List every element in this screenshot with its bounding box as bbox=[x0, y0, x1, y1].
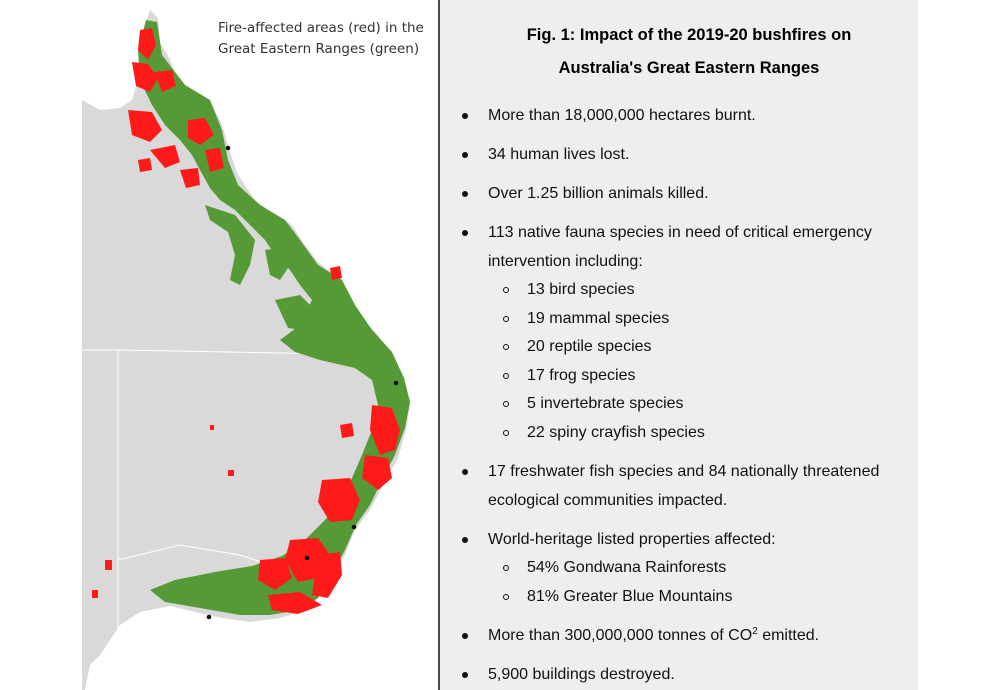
sub-bullet-ring bbox=[503, 429, 509, 436]
text-panel bbox=[440, 0, 918, 690]
sub-bullet-crayfish: 22 spiny crayfish species bbox=[460, 419, 910, 448]
bullet-buildings: 5,900 buildings destroyed. bbox=[460, 660, 910, 689]
sub-bullet-frog: 17 frog species bbox=[460, 362, 910, 391]
bullet-fish: 17 freshwater fish species and 84 nation… bbox=[460, 457, 910, 515]
sub-bullet-mammal: 19 mammal species bbox=[460, 305, 910, 334]
bullet-dot bbox=[462, 633, 468, 639]
bullet-text-line2: ecological communities impacted. bbox=[488, 492, 728, 509]
bullet-text: More than 18,000,000 hectares burnt. bbox=[488, 107, 756, 124]
bullet-hectares: More than 18,000,000 hectares burnt. bbox=[460, 101, 910, 130]
sub-bullet-text: 13 bird species bbox=[527, 281, 635, 298]
sub-bullet-text: 17 frog species bbox=[527, 366, 636, 384]
bullet-text: Over 1.25 billion animals killed. bbox=[488, 185, 709, 202]
co2-superscript: 2 bbox=[752, 626, 758, 637]
sub-bullet-gondwana: 54% Gondwana Rainforests bbox=[460, 554, 910, 583]
figure-title-line2: Australia's Great Eastern Ranges bbox=[558, 59, 820, 77]
great-eastern-ranges bbox=[138, 20, 410, 615]
map-caption-line2: Great Eastern Ranges (green) bbox=[218, 41, 420, 57]
sub-bullet-blue-mountains: 81% Greater Blue Mountains bbox=[460, 583, 910, 612]
bullet-co2: More than 300,000,000 tonnes of CO2 emit… bbox=[460, 621, 910, 650]
sub-bullet-ring bbox=[503, 344, 509, 350]
bullet-fauna: 113 native fauna species in need of crit… bbox=[460, 218, 910, 276]
bullet-heritage: World-heritage listed properties affecte… bbox=[460, 525, 910, 554]
figure-title: Fig. 1: Impact of the 2019-20 bushfires … bbox=[440, 19, 938, 85]
sub-bullet-ring bbox=[503, 565, 509, 571]
bullet-animals: Over 1.25 billion animals killed. bbox=[460, 179, 910, 208]
bullet-dot bbox=[462, 230, 468, 236]
sub-bullet-text: 22 spiny crayfish species bbox=[527, 423, 705, 441]
sub-bullet-text: 54% Gondwana Rainforests bbox=[527, 559, 727, 576]
sub-bullet-ring bbox=[503, 315, 509, 322]
co2-prefix: More than 300,000,000 tonnes of CO bbox=[488, 627, 753, 644]
sub-bullet-ring bbox=[503, 287, 509, 293]
bullet-text-line1: 17 freshwater fish species and 84 nation… bbox=[488, 463, 880, 480]
bullet-text-line2: intervention including: bbox=[488, 253, 643, 270]
bullet-dot bbox=[462, 537, 468, 543]
map-caption-line1: Fire-affected areas (red) in the bbox=[218, 20, 424, 36]
sub-bullet-ring bbox=[503, 372, 509, 379]
sub-bullet-text: 81% Greater Blue Mountains bbox=[527, 587, 733, 605]
sub-bullet-reptile: 20 reptile species bbox=[460, 333, 910, 362]
bullet-lives: 34 human lives lost. bbox=[460, 140, 910, 169]
fire-areas bbox=[92, 28, 400, 614]
sub-bullet-text: 19 mammal species bbox=[527, 309, 670, 327]
figure-title-line1: Fig. 1: Impact of the 2019-20 bushfires … bbox=[526, 26, 852, 44]
sub-bullet-ring bbox=[503, 593, 509, 600]
sub-bullet-invertebrate: 5 invertebrate species bbox=[460, 390, 910, 419]
bullet-dot bbox=[462, 113, 468, 119]
sub-bullet-text: 20 reptile species bbox=[527, 338, 652, 355]
bullet-dot bbox=[462, 191, 468, 197]
bullet-text: 34 human lives lost. bbox=[488, 146, 630, 163]
bullet-dot bbox=[462, 152, 468, 158]
bullet-dot bbox=[462, 672, 468, 678]
bullet-dot bbox=[462, 469, 468, 475]
panel-divider bbox=[438, 0, 440, 690]
impact-list: More than 18,000,000 hectares burnt. 34 … bbox=[460, 101, 910, 689]
bullet-text-line1: 113 native fauna species in need of crit… bbox=[488, 224, 872, 241]
sub-bullet-bird: 13 bird species bbox=[460, 276, 910, 305]
bullet-text: World-heritage listed properties affecte… bbox=[488, 531, 776, 548]
sub-bullet-ring bbox=[503, 401, 509, 407]
australia-map bbox=[82, 10, 410, 690]
co2-suffix: emitted. bbox=[757, 627, 820, 644]
city-markers bbox=[206, 145, 399, 620]
bullet-text: 5,900 buildings destroyed. bbox=[488, 666, 675, 683]
map-panel: Fire-affected areas (red) in the Great E… bbox=[0, 0, 438, 690]
map-caption: Fire-affected areas (red) in the Great E… bbox=[218, 18, 433, 60]
right-margin bbox=[918, 0, 1000, 690]
sub-bullet-text: 5 invertebrate species bbox=[527, 395, 684, 412]
